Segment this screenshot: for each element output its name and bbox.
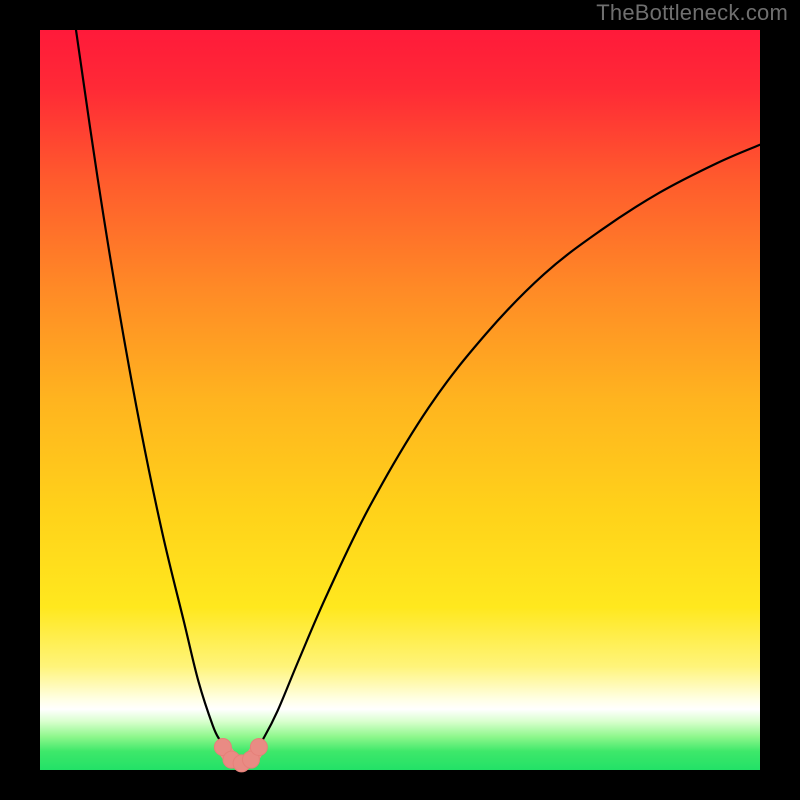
plot-background (40, 30, 760, 770)
watermark-text: TheBottleneck.com (596, 0, 788, 26)
bottleneck-curve-chart (0, 0, 800, 800)
chart-frame: TheBottleneck.com (0, 0, 800, 800)
marker-dot (250, 739, 267, 756)
